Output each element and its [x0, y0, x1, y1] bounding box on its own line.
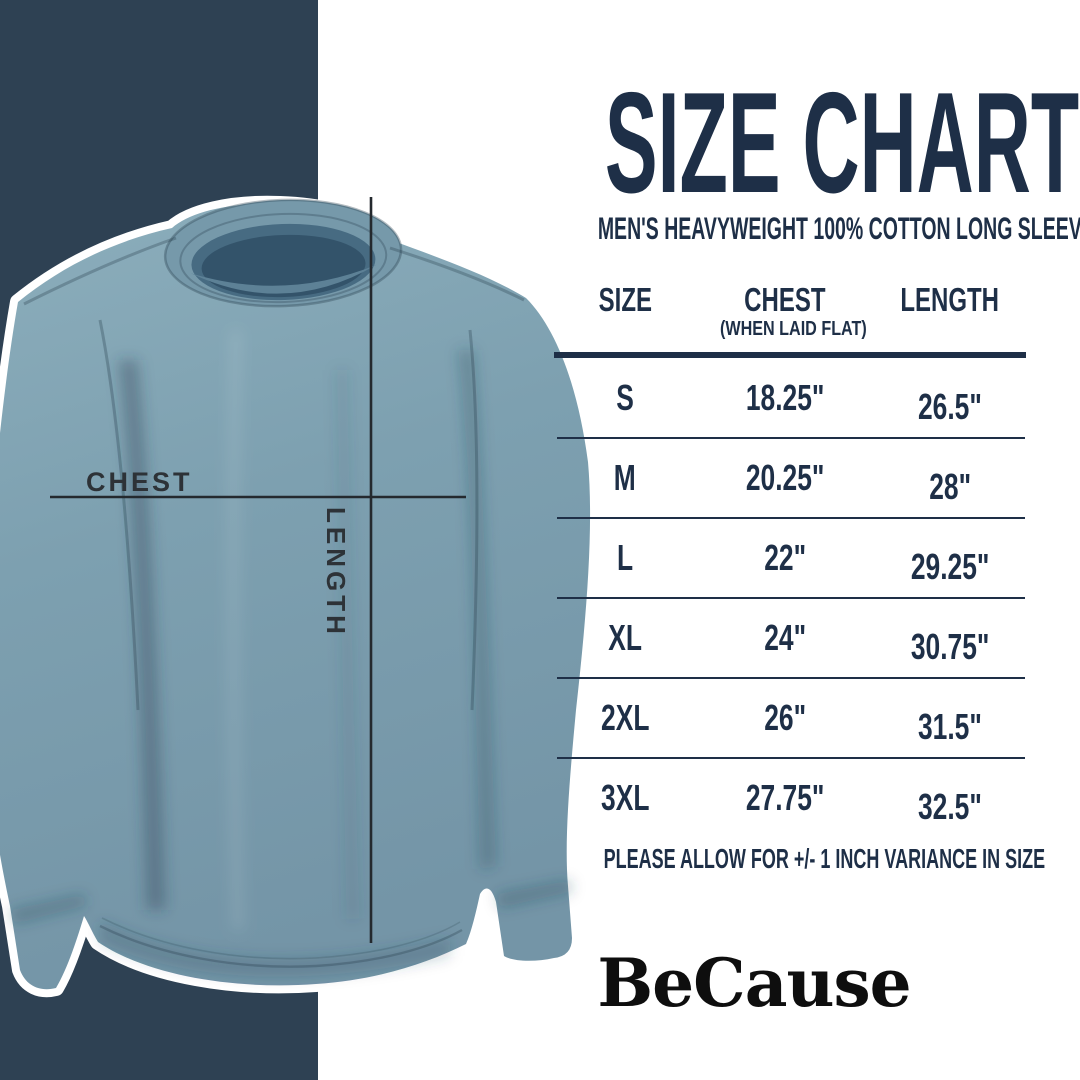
size-value: L	[616, 537, 634, 578]
chest-value: 18.25"	[745, 377, 825, 418]
column-header-chest: CHEST (WHEN LAID FLAT)	[707, 282, 867, 340]
brand-logo: BeCause	[597, 944, 911, 1022]
size-value: M	[614, 457, 636, 498]
length-label: LENGTH	[321, 507, 351, 638]
table-row: 3XL 27.75" 32.5"	[543, 758, 1037, 838]
column-header-length: LENGTH	[900, 282, 1000, 319]
chest-value: 24"	[764, 617, 806, 658]
page-subtitle: MEN'S HEAVYWEIGHT 100% COTTON LONG SLEEV…	[597, 210, 1080, 246]
size-value: 3XL	[600, 777, 650, 818]
navy-background-block	[0, 0, 318, 1080]
chest-value: 27.75"	[745, 777, 825, 818]
table-row: S 18.25" 26.5"	[543, 358, 1037, 439]
table-row: XL 24" 30.75"	[543, 598, 1037, 679]
chest-value: 26"	[764, 697, 806, 738]
length-value: 29.25"	[910, 546, 990, 587]
chest-value: 22"	[764, 537, 806, 578]
page-title: SIZE CHART	[604, 63, 1080, 224]
length-value: 30.75"	[910, 626, 990, 667]
table-row: M 20.25" 28"	[543, 438, 1037, 519]
size-table-header: SIZE CHEST (WHEN LAID FLAT) LENGTH	[543, 282, 1037, 340]
length-value: 26.5"	[918, 386, 982, 427]
table-header-rule	[554, 352, 1026, 358]
table-row: L 22" 29.25"	[543, 518, 1037, 599]
length-value: 32.5"	[918, 786, 982, 827]
column-header-size: SIZE	[598, 282, 652, 319]
table-row: 2XL 26" 31.5"	[543, 678, 1037, 759]
size-value: 2XL	[600, 697, 650, 738]
size-table: SIZE CHEST (WHEN LAID FLAT) LENGTH S 18.…	[543, 282, 1037, 838]
length-value: 28"	[929, 466, 971, 507]
size-value: S	[616, 377, 634, 418]
chest-value: 20.25"	[745, 457, 825, 498]
size-variance-note: PLEASE ALLOW FOR +/- 1 INCH VARIANCE IN …	[603, 843, 1046, 875]
length-value: 31.5"	[918, 706, 982, 747]
size-value: XL	[608, 617, 642, 658]
chest-column-note: (WHEN LAID FLAT)	[719, 317, 867, 340]
